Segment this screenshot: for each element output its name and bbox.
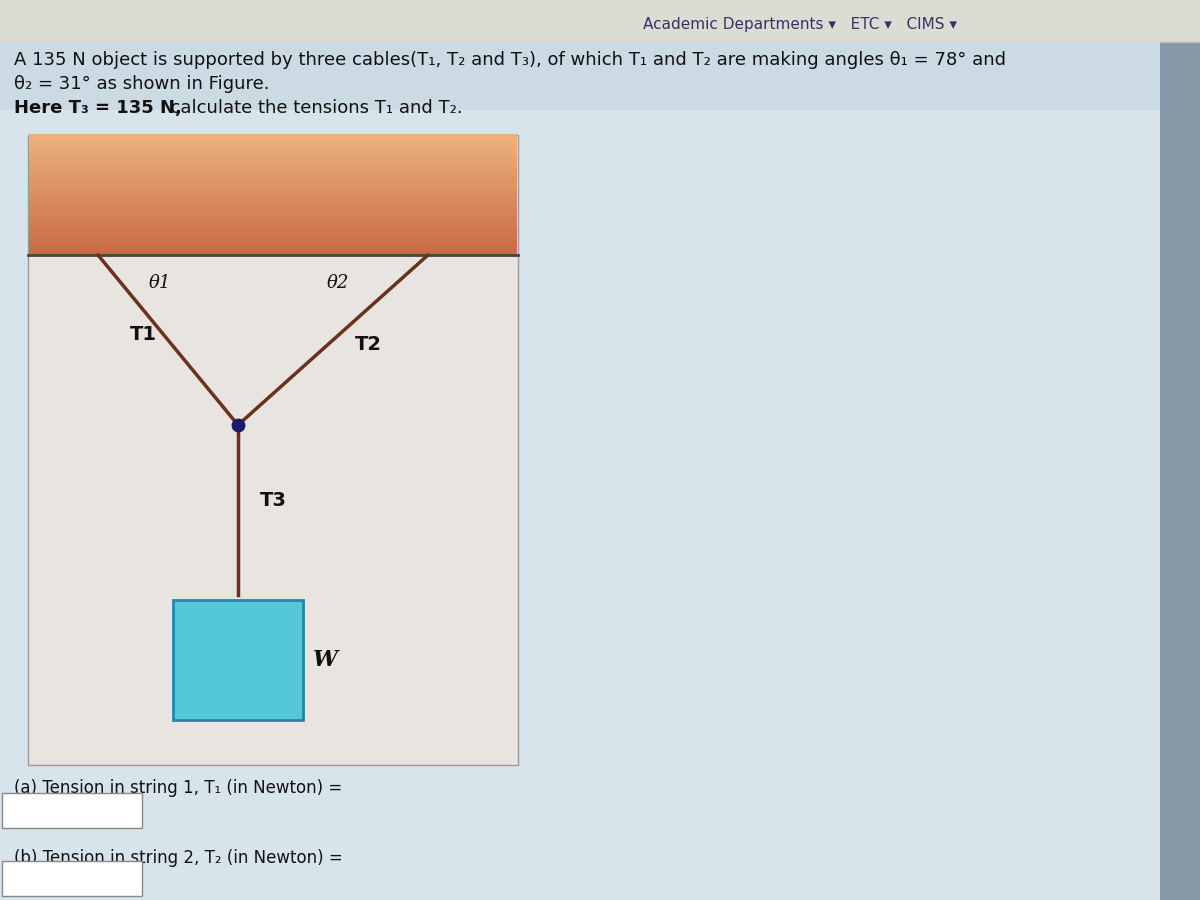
Bar bbox=[29, 190, 517, 195]
Text: calculate the tensions T₁ and T₂.: calculate the tensions T₁ and T₂. bbox=[158, 99, 463, 117]
Bar bbox=[29, 218, 517, 223]
Text: A 135 N object is supported by three cables(T₁, T₂ and T₃), of which T₁ and T₂ a: A 135 N object is supported by three cab… bbox=[14, 51, 1006, 69]
Bar bbox=[173, 600, 302, 720]
Text: θ2: θ2 bbox=[326, 274, 349, 292]
Bar bbox=[29, 230, 517, 235]
Bar bbox=[29, 234, 517, 239]
Bar bbox=[29, 198, 517, 203]
Bar bbox=[29, 138, 517, 143]
Bar bbox=[29, 194, 517, 199]
Text: Here T₃ = 135 N,: Here T₃ = 135 N, bbox=[14, 99, 182, 117]
Bar bbox=[29, 170, 517, 175]
Text: (b) Tension in string 2, T₂ (in Newton) =: (b) Tension in string 2, T₂ (in Newton) … bbox=[14, 849, 343, 867]
Bar bbox=[29, 214, 517, 219]
Bar bbox=[2, 861, 142, 896]
Bar bbox=[29, 246, 517, 251]
Bar bbox=[29, 202, 517, 207]
Bar bbox=[29, 210, 517, 215]
Bar bbox=[29, 154, 517, 159]
Text: Academic Departments ▾   ETC ▾   CIMS ▾: Academic Departments ▾ ETC ▾ CIMS ▾ bbox=[643, 16, 958, 32]
Text: W: W bbox=[313, 649, 338, 671]
Text: (a) Tension in string 1, T₁ (in Newton) =: (a) Tension in string 1, T₁ (in Newton) … bbox=[14, 779, 342, 797]
Text: T1: T1 bbox=[130, 326, 156, 345]
Text: θ1: θ1 bbox=[149, 274, 172, 292]
Bar bbox=[29, 186, 517, 191]
Bar bbox=[29, 162, 517, 167]
Bar bbox=[29, 250, 517, 255]
Bar bbox=[29, 142, 517, 147]
Bar bbox=[29, 150, 517, 155]
Text: T3: T3 bbox=[260, 491, 287, 509]
Bar bbox=[29, 226, 517, 231]
Text: T2: T2 bbox=[354, 336, 382, 355]
Bar bbox=[29, 134, 517, 139]
Bar bbox=[29, 166, 517, 171]
Bar bbox=[0, 0, 1200, 42]
Bar bbox=[29, 178, 517, 183]
Bar bbox=[29, 182, 517, 187]
Bar bbox=[29, 158, 517, 163]
Bar bbox=[0, 42, 1160, 110]
Bar bbox=[28, 135, 518, 765]
Bar bbox=[29, 238, 517, 243]
Bar bbox=[1154, 0, 1200, 900]
Text: θ₂ = 31° as shown in Figure.: θ₂ = 31° as shown in Figure. bbox=[14, 75, 270, 93]
Bar bbox=[29, 242, 517, 247]
Bar bbox=[2, 793, 142, 828]
Bar bbox=[29, 206, 517, 211]
Bar bbox=[0, 42, 1160, 110]
Bar bbox=[29, 174, 517, 179]
Bar bbox=[29, 222, 517, 227]
Bar bbox=[29, 146, 517, 151]
